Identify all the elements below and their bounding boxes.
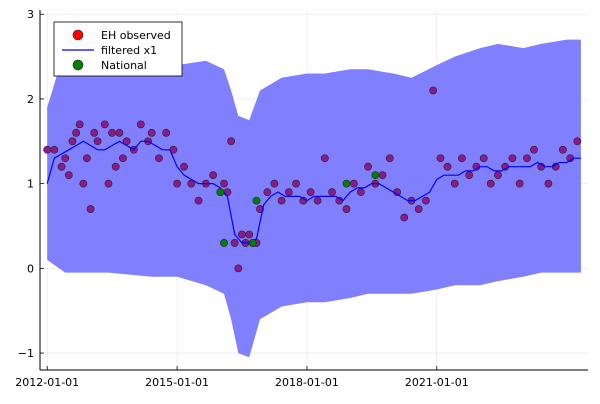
eh-observed-point — [194, 196, 203, 205]
eh-observed-point — [86, 205, 95, 213]
eh-observed-point — [342, 205, 351, 213]
eh-observed-point — [479, 154, 488, 163]
eh-observed-point — [238, 230, 246, 239]
uncertainty-band — [47, 39, 581, 358]
eh-observed-point — [515, 179, 524, 188]
tick-labels: 2012-01-01 2015-01-01 2018-01-01 2021-01-01… — [15, 8, 469, 389]
eh-observed-point — [104, 179, 113, 188]
national-point — [248, 239, 257, 247]
eh-observed-point — [356, 188, 365, 197]
eh-observed-point — [320, 154, 329, 163]
eh-observed-point — [349, 179, 358, 188]
eh-observed-point — [72, 128, 81, 137]
eh-observed-point — [108, 128, 116, 137]
legend: EH observed filtered x1 National — [53, 21, 183, 77]
eh-observed-point — [530, 145, 538, 154]
eh-observed-point — [61, 154, 70, 163]
x-tick-label: 2015-01-01 — [145, 376, 209, 389]
eh-observed-point — [245, 230, 254, 239]
eh-observed-point — [450, 179, 459, 188]
eh-observed-point — [100, 120, 109, 129]
national-point — [371, 171, 380, 180]
eh-observed-point — [68, 137, 77, 146]
x-tick-label: 2018-01-01 — [275, 376, 339, 389]
legend-marker — [72, 29, 84, 41]
legend-marker — [72, 59, 84, 71]
eh-observed-point — [436, 154, 445, 163]
eh-observed-point — [227, 137, 236, 146]
eh-observed-point — [508, 154, 517, 163]
eh-observed-point — [75, 120, 84, 129]
eh-observed-point — [93, 137, 102, 146]
y-tick-label: 3 — [27, 8, 34, 21]
eh-observed-point — [234, 264, 243, 273]
eh-observed-point — [313, 196, 322, 205]
national-point — [216, 188, 225, 197]
eh-observed-point — [50, 145, 59, 154]
eh-observed-point — [57, 162, 66, 171]
eh-observed-point — [270, 179, 279, 188]
national-point — [220, 239, 228, 247]
eh-observed-point — [230, 239, 239, 247]
eh-observed-point — [573, 137, 582, 146]
eh-observed-point — [494, 171, 502, 180]
eh-observed-point — [209, 171, 218, 180]
eh-observed-point — [115, 128, 124, 137]
national-point — [252, 196, 261, 205]
eh-observed-point — [486, 179, 495, 188]
filtered-line — [46, 140, 581, 244]
eh-observed-point — [414, 205, 423, 213]
eh-observed-point — [180, 162, 188, 171]
y-tick-label: 0 — [27, 262, 34, 275]
eh-observed-point — [147, 128, 156, 137]
eh-observed-point — [111, 162, 120, 171]
eh-observed-point — [119, 154, 127, 163]
eh-observed-point — [83, 154, 91, 163]
eh-observed-point — [79, 179, 88, 188]
y-tick-label: 2 — [27, 93, 34, 106]
eh-observed-point — [220, 179, 228, 188]
axes — [39, 10, 588, 371]
eh-observed-point — [90, 128, 99, 137]
x-tick-label: 2012-01-01 — [15, 376, 79, 389]
eh-observed-point — [378, 171, 387, 180]
y-tick-label: −1 — [18, 347, 34, 360]
eh-observed-point — [443, 162, 452, 171]
eh-observed-point — [284, 188, 293, 197]
eh-observed-point — [43, 145, 52, 154]
eh-observed-point — [162, 128, 171, 137]
eh-observed-point — [429, 86, 438, 95]
eh-observed-point — [292, 179, 300, 188]
national-points — [216, 171, 380, 247]
eh-observed-point — [277, 196, 286, 205]
legend-label: National — [101, 59, 147, 72]
eh-observed-point — [223, 188, 232, 197]
legend-label: filtered x1 — [101, 44, 157, 57]
eh-observed-point — [64, 171, 73, 180]
y-tick-label: 1 — [27, 178, 34, 191]
eh-observed-point — [306, 188, 315, 197]
national-point — [342, 179, 351, 188]
eh-observed-point — [173, 179, 181, 188]
eh-observed-point — [400, 213, 409, 222]
legend-label: EH observed — [101, 29, 171, 42]
filtered-x1-line — [46, 140, 581, 244]
eh-observed-point — [364, 162, 372, 171]
x-tick-label: 2021-01-01 — [405, 376, 469, 389]
eh-observed-point — [263, 188, 272, 197]
eh-observed-point — [155, 154, 163, 163]
eh-observed-point — [465, 171, 474, 180]
eh-observed-point — [458, 154, 466, 163]
eh-observed-point — [422, 196, 430, 205]
eh-observed-point — [385, 154, 394, 163]
filtered-band — [47, 39, 581, 358]
eh-observed-point — [328, 188, 336, 197]
eh-observed-point — [136, 120, 145, 129]
eh-observed-point — [558, 145, 567, 154]
eh-observed-point — [523, 154, 531, 163]
eh-observed-point — [544, 179, 553, 188]
